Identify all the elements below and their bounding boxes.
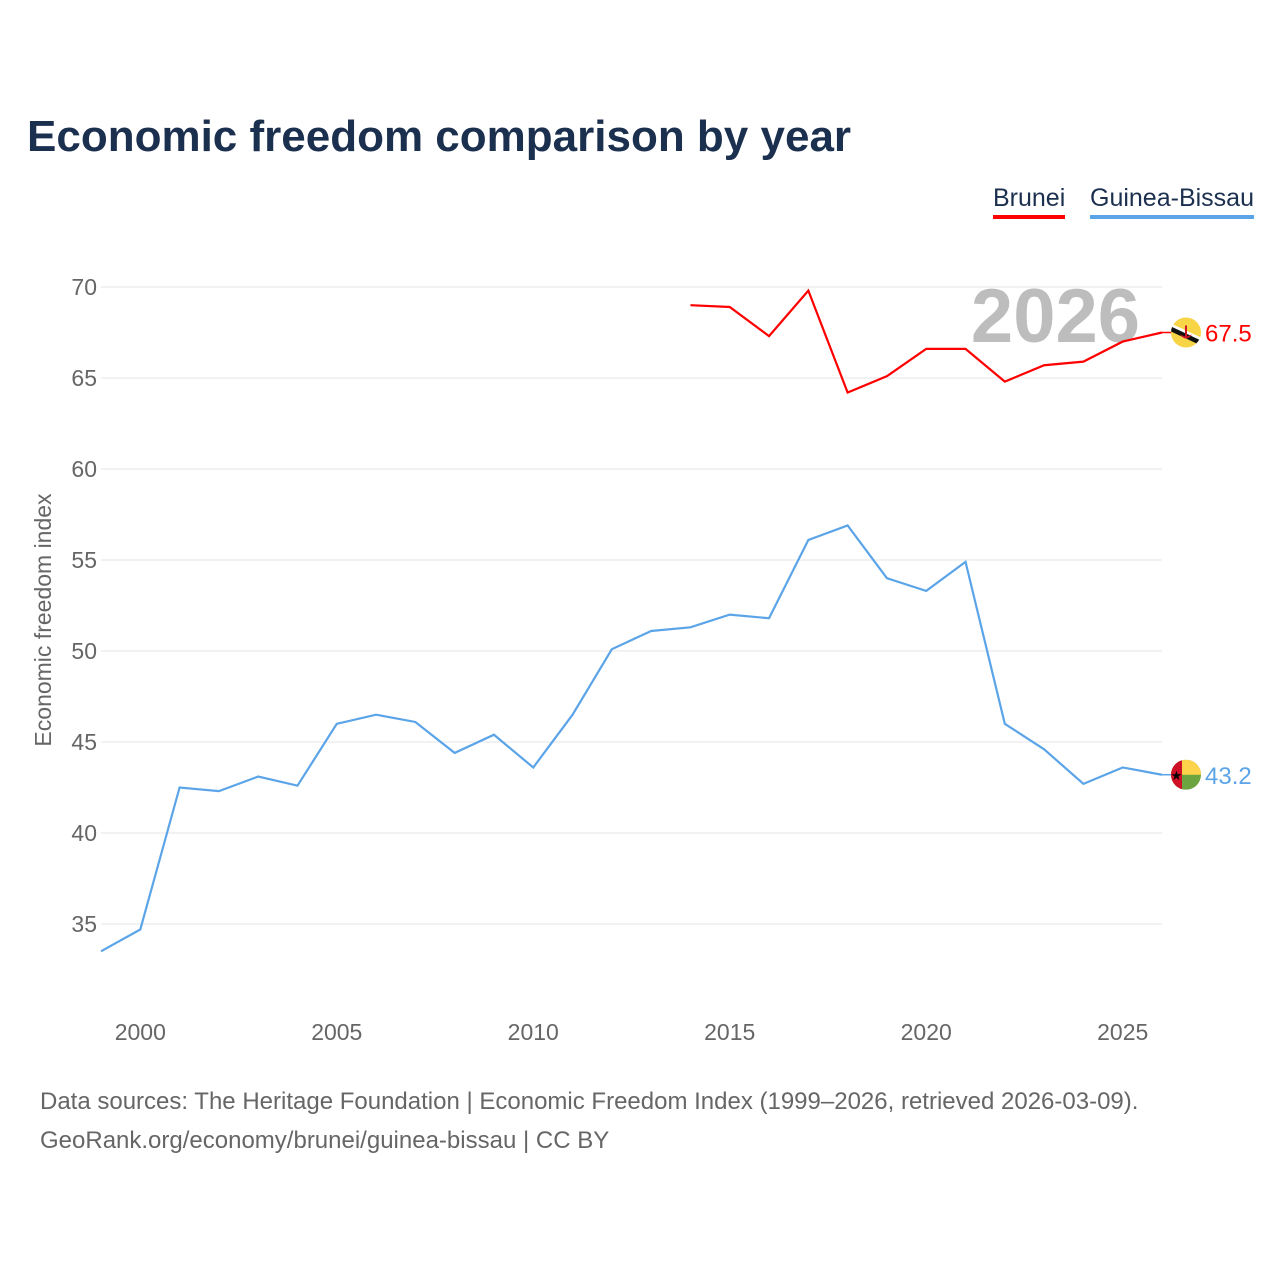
x-tick-label: 2000: [115, 1019, 166, 1045]
y-tick-label: 65: [71, 365, 97, 391]
year-watermark: 2026: [971, 274, 1140, 359]
series-line-guinea-bissau: [100, 524, 1163, 953]
y-tick-label: 55: [71, 547, 97, 573]
y-tick-label: 60: [71, 456, 97, 482]
y-tick-label: 70: [71, 274, 97, 300]
chart-title: Economic freedom comparison by year: [27, 112, 852, 161]
x-tick-label: 2005: [311, 1019, 362, 1045]
source-note: Data sources: The Heritage Foundation | …: [40, 1088, 1139, 1115]
x-tick-label: 2010: [508, 1019, 559, 1045]
y-tick-label: 40: [71, 820, 97, 846]
brunei-flag-icon: [1171, 317, 1201, 348]
x-tick-label: 2025: [1097, 1019, 1148, 1045]
end-value-label-guinea-bissau: 43.2: [1205, 763, 1252, 790]
x-tick-label: 2015: [704, 1019, 755, 1045]
x-tick-label: 2020: [901, 1019, 952, 1045]
svg-text:★: ★: [1171, 768, 1183, 783]
end-value-label-brunei: 67.5: [1205, 321, 1252, 348]
source-url: GeoRank.org/economy/brunei/guinea-bissau…: [40, 1127, 610, 1154]
y-tick-label: 35: [71, 911, 97, 937]
y-tick-label: 50: [71, 638, 97, 664]
series-line-brunei: [690, 288, 1163, 395]
legend-item-brunei[interactable]: Brunei: [993, 184, 1066, 219]
y-axis-label: Economic freedom index: [30, 493, 56, 747]
y-tick-label: 45: [71, 729, 97, 755]
guinea-bissau-flag-icon: ★: [1171, 759, 1201, 790]
legend-item-guinea-bissau[interactable]: Guinea-Bissau: [1090, 184, 1254, 219]
